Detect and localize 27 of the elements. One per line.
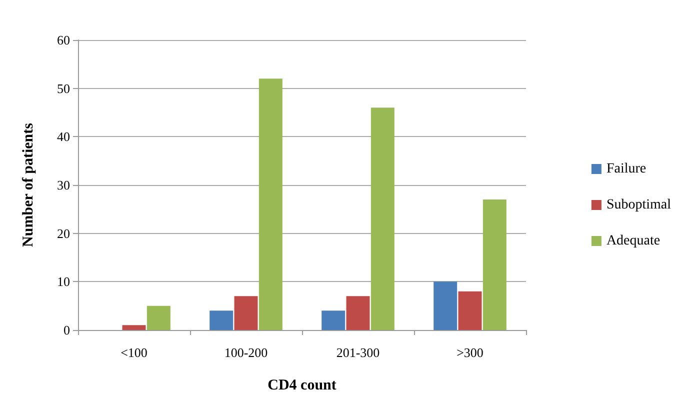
x-tick-label: >300 — [456, 345, 484, 360]
bar — [122, 325, 146, 330]
bar — [346, 296, 370, 330]
y-tick-label: 0 — [64, 322, 70, 338]
x-tick-label: <100 — [120, 345, 148, 360]
y-tick-label: 30 — [57, 178, 70, 192]
bar — [370, 108, 394, 330]
y-tick-label: 60 — [57, 32, 70, 48]
y-tick-label: 50 — [57, 80, 70, 96]
legend-label: Suboptimal — [606, 198, 672, 212]
bar — [322, 310, 346, 330]
bar — [234, 296, 258, 330]
y-tick-label: 10 — [57, 274, 70, 290]
bar — [210, 310, 234, 330]
legend-label: Adequate — [606, 234, 660, 248]
bar — [258, 78, 282, 330]
bar — [482, 200, 506, 330]
x-tick-label: 201-300 — [336, 345, 380, 360]
y-tick-label: 20 — [57, 226, 70, 241]
x-axis-title: CD4 count — [268, 378, 336, 394]
bar — [434, 282, 458, 330]
x-tick-label: 100-200 — [224, 345, 268, 360]
legend-label: Failure — [606, 162, 646, 176]
bar — [458, 291, 482, 330]
bar — [146, 306, 170, 330]
y-tick-label: 40 — [57, 129, 70, 144]
y-axis-title: Number of patients — [20, 122, 36, 247]
